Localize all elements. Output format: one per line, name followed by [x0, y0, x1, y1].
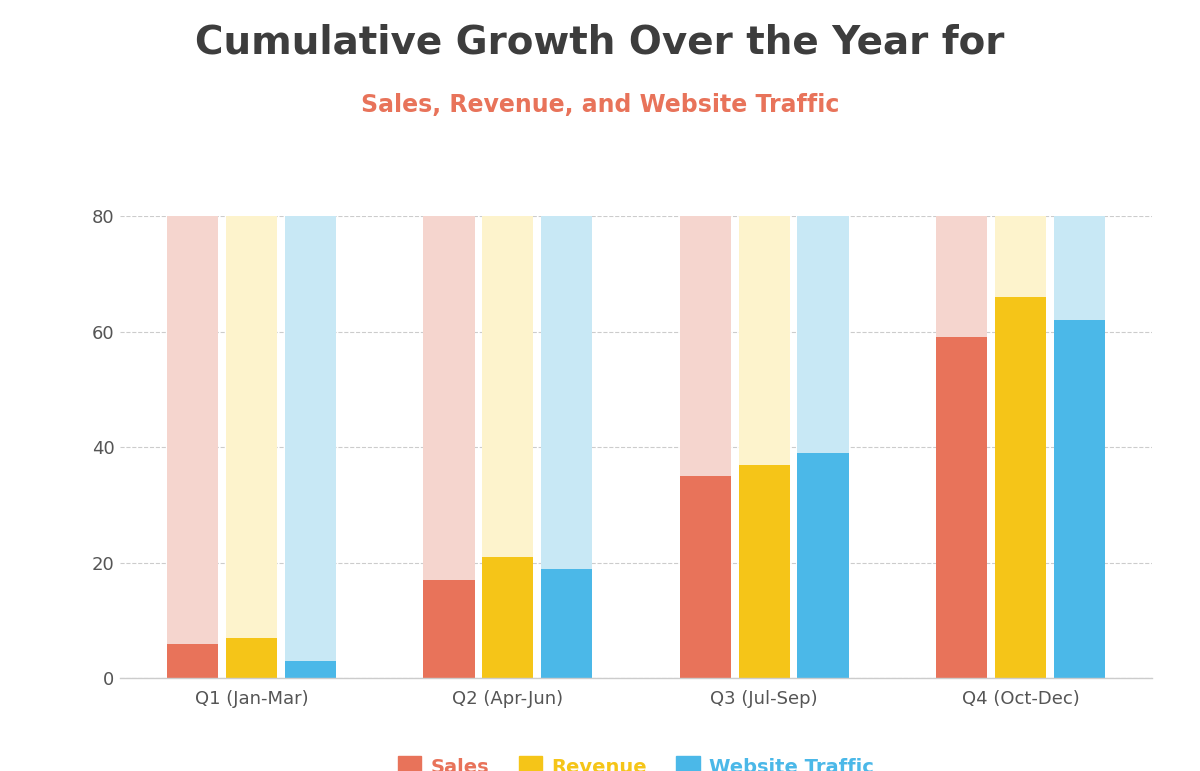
Text: Sales, Revenue, and Website Traffic: Sales, Revenue, and Website Traffic: [361, 93, 839, 116]
Bar: [995, 297, 1046, 678]
Bar: [738, 464, 790, 678]
Bar: [226, 216, 277, 678]
Bar: [284, 661, 336, 678]
Text: Cumulative Growth Over the Year for: Cumulative Growth Over the Year for: [196, 23, 1004, 61]
Bar: [482, 216, 534, 678]
Bar: [679, 216, 731, 678]
Bar: [679, 476, 731, 678]
Bar: [541, 216, 593, 678]
Bar: [226, 638, 277, 678]
Bar: [482, 557, 534, 678]
Bar: [798, 453, 848, 678]
Bar: [284, 216, 336, 678]
Bar: [995, 216, 1046, 678]
Bar: [167, 216, 218, 678]
Bar: [424, 216, 474, 678]
Legend: Sales, Revenue, Website Traffic: Sales, Revenue, Website Traffic: [390, 749, 882, 771]
Bar: [541, 569, 593, 678]
Bar: [936, 216, 988, 678]
Bar: [424, 581, 474, 678]
Bar: [167, 644, 218, 678]
Bar: [1054, 320, 1105, 678]
Bar: [798, 216, 848, 678]
Bar: [936, 338, 988, 678]
Bar: [1054, 216, 1105, 678]
Bar: [738, 216, 790, 678]
